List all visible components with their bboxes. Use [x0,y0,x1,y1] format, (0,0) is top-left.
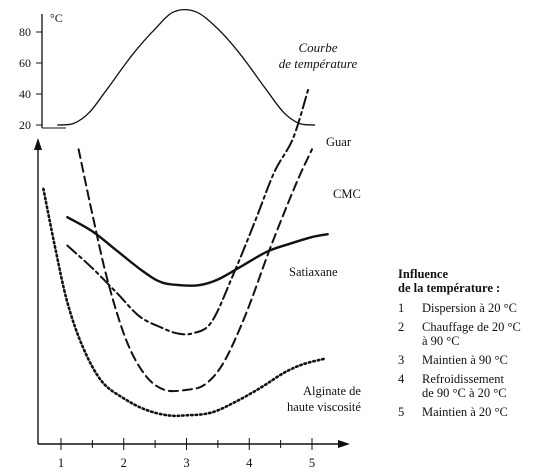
series-label-cmc: CMC [333,187,361,201]
main-x-tick-label: 5 [309,456,315,470]
temperature-y-unit: °C [50,11,63,25]
legend-item: 1 Dispersion à 20 °C [398,301,547,315]
main-y-axis-arrow [34,138,42,150]
series-line-guar [77,148,313,393]
main-x-tick-label: 4 [246,456,253,470]
main-axes [34,138,350,448]
legend-item-label: Chauffage de 20 °C à 90 °C [422,320,521,348]
legend-item-label: Maintien à 90 °C [422,353,508,367]
legend-item-label: Dispersion à 20 °C [422,301,517,315]
temperature-y-tick-label: 80 [19,25,31,39]
main-x-axis-arrow [338,440,350,448]
legend-item-number: 2 [398,320,405,334]
series-line-cmc [66,86,310,336]
series-label-alginate-line1: Alginate de [303,384,361,398]
main-x-tick-label: 2 [121,456,127,470]
series-label-satiaxane: Satiaxane [289,265,338,279]
legend-item: 2 Chauffage de 20 °C à 90 °C [398,320,547,348]
main-series [42,86,329,418]
temperature-y-tick-label: 40 [19,87,31,101]
series-line-satiaxane [66,216,329,287]
temperature-series-line [57,9,316,126]
legend-title-line2: de la température : [398,281,501,295]
temperature-y-tick-label: 20 [19,118,31,132]
temperature-y-tick-label: 60 [19,56,31,70]
legend: Influence de la température : 1 Dispersi… [398,267,547,424]
legend-item: 5 Maintien à 20 °C [398,405,547,419]
series-label-guar: Guar [326,135,352,149]
legend-item-label: Refroidissement de 90 °C à 20 °C [422,372,507,400]
main-x-tick-label: 3 [183,456,189,470]
legend-item-number: 3 [398,353,405,367]
legend-title: Influence de la température : [398,267,547,295]
temperature-axes [41,14,66,129]
legend-item: 4 Refroidissement de 90 °C à 20 °C [398,372,547,400]
main-x-ticks: 1 2 3 4 5 [58,438,315,470]
legend-item-number: 5 [398,405,405,419]
temperature-y-ticks: 80 60 40 20 [19,25,42,132]
legend-title-line1: Influence [398,267,448,281]
legend-item: 3 Maintien à 90 °C [398,353,547,367]
temperature-annotation-line1: Courbe [299,40,338,55]
legend-item-number: 4 [398,372,405,386]
legend-item-label: Maintien à 20 °C [422,405,508,419]
temperature-annotation-line2: de température [279,56,358,71]
temperature-series [57,9,316,126]
series-label-alginate-line2: haute viscosité [287,400,361,414]
main-x-tick-label: 1 [58,456,64,470]
legend-item-number: 1 [398,301,405,315]
series-line-alginate [42,187,326,418]
